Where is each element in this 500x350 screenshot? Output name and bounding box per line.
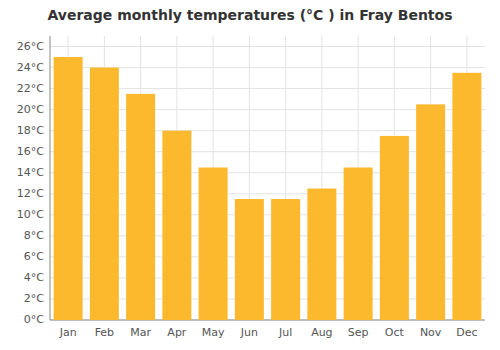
x-tick-label: Mar <box>130 326 151 339</box>
y-tick-label: 10°C <box>17 208 44 221</box>
x-tick-label: Oct <box>385 326 405 339</box>
bar <box>126 94 155 320</box>
x-tick-label: Aug <box>311 326 332 339</box>
x-tick-label: Jun <box>240 326 258 339</box>
y-tick-label: 26°C <box>17 40 44 53</box>
bar <box>344 167 373 320</box>
y-grid-line <box>50 46 485 47</box>
y-tick-label: 2°C <box>24 292 44 305</box>
bar <box>235 199 264 320</box>
x-tick-label: Dec <box>456 326 477 339</box>
y-axis-line <box>50 36 51 320</box>
x-tick-label: Jul <box>278 326 292 339</box>
y-tick-label: 4°C <box>24 271 44 284</box>
y-tick-label: 14°C <box>17 166 44 179</box>
y-tick-label: 24°C <box>17 61 44 74</box>
axes: 0°C 2°C 4°C 6°C 8°C 10°C 12°C 14°C 16°C 18°C 20°C 2… <box>17 36 485 339</box>
grid <box>50 36 485 320</box>
y-tick-label: 20°C <box>17 103 44 116</box>
y-tick-label: 12°C <box>17 187 44 200</box>
bar <box>452 73 481 320</box>
bar <box>416 104 445 320</box>
bar <box>54 57 83 320</box>
bars <box>54 57 482 320</box>
bar <box>162 131 191 320</box>
x-tick-label: May <box>202 326 225 339</box>
x-tick-label: Sep <box>348 326 369 339</box>
bar <box>199 167 228 320</box>
y-tick-label: 8°C <box>24 229 44 242</box>
y-tick-label: 22°C <box>17 82 44 95</box>
title: Average monthly temperatures (°C ) in Fr… <box>47 7 452 23</box>
x-tick-label: Feb <box>95 326 114 339</box>
chart-svg: 0°C 2°C 4°C 6°C 8°C 10°C 12°C 14°C 16°C 18°C 20°C 2… <box>0 0 500 350</box>
y-tick-label: 16°C <box>17 145 44 158</box>
bar <box>307 189 336 320</box>
bar <box>90 68 119 320</box>
x-tick-label: Apr <box>167 326 187 339</box>
y-tick-label: 0°C <box>24 313 44 326</box>
x-tick-label: Nov <box>420 326 442 339</box>
x-tick-label: Jan <box>59 326 77 339</box>
bar <box>380 136 409 320</box>
y-tick-label: 6°C <box>24 250 44 263</box>
chart-container: 0°C 2°C 4°C 6°C 8°C 10°C 12°C 14°C 16°C 18°C 20°C 2… <box>0 0 500 350</box>
bar <box>271 199 300 320</box>
y-tick-label: 18°C <box>17 124 44 137</box>
